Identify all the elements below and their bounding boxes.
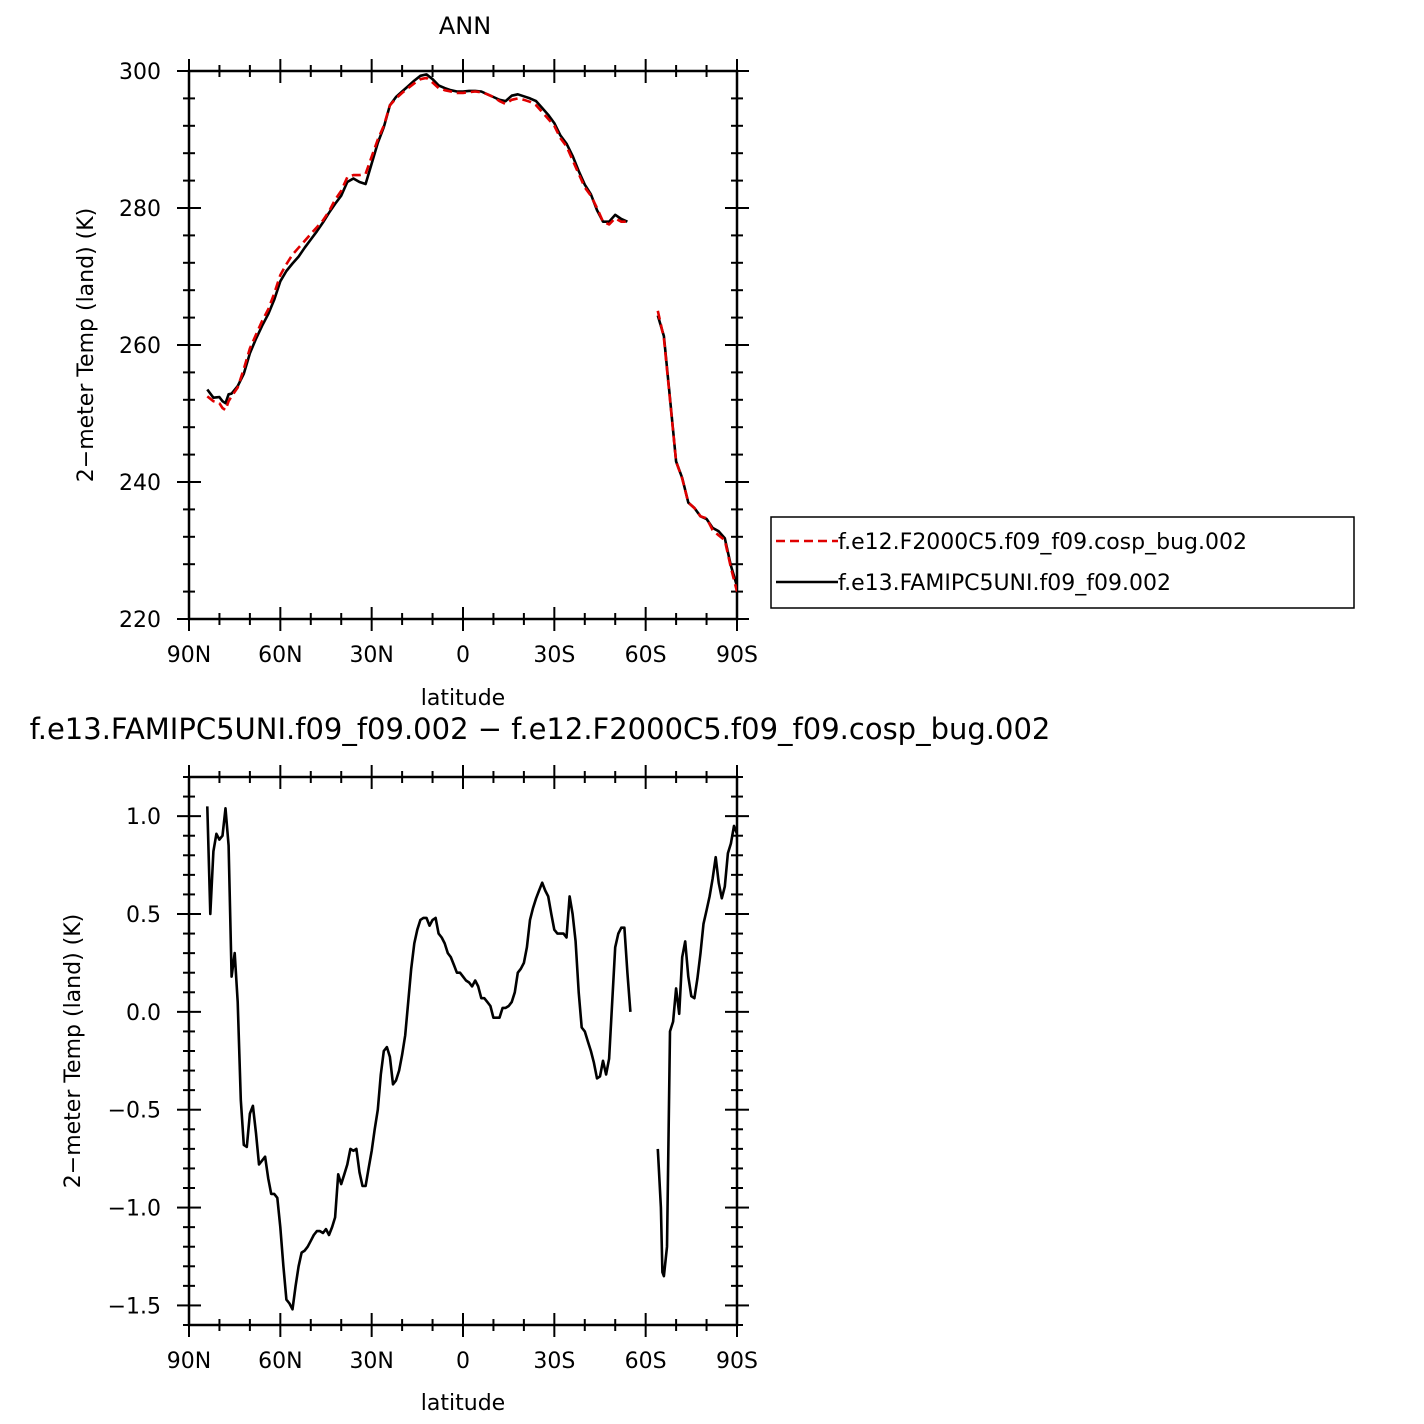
y-tick-label: 260	[119, 334, 161, 359]
x-tick-label: 60S	[625, 1349, 667, 1374]
lower-chart-y-axis-label: 2−meter Temp (land) (K)	[61, 914, 86, 1188]
series-line-1-segment-1	[206, 806, 632, 1311]
x-tick-label: 0	[456, 643, 470, 668]
y-tick-label: 0.5	[126, 903, 161, 928]
legend: f.e12.F2000C5.f09_f09.cosp_bug.002 f.e13…	[770, 516, 1355, 609]
upper-chart-y-axis-label: 2−meter Temp (land) (K)	[74, 208, 99, 482]
series-line-1-segment-2	[656, 310, 737, 592]
plot-frame	[187, 69, 739, 621]
y-tick-label: 240	[119, 471, 161, 496]
legend-label-series-1: f.e12.F2000C5.f09_f09.cosp_bug.002	[838, 530, 1247, 555]
y-tick-label: 220	[119, 608, 161, 633]
series-line-1-segment-1	[206, 76, 628, 412]
x-tick-label: 30S	[533, 1349, 575, 1374]
upper-chart-panel: ANN 90N 60N 30N 0 30S 60S 90S 220 240 260 280 300 l…	[74, 12, 1355, 711]
lower-chart-panel: f.e13.FAMIPC5UNI.f09_f09.002 − f.e12.F20…	[30, 712, 1051, 1416]
lower-chart-x-axis-label: latitude	[421, 1391, 505, 1416]
y-tick-label: −1.5	[108, 1294, 161, 1319]
series-line-2-segment-1	[206, 73, 628, 405]
x-tick-label: 90N	[167, 643, 211, 668]
y-tick-label: 0.0	[126, 1001, 161, 1026]
plot-frame	[187, 775, 739, 1327]
y-tick-label: 280	[119, 197, 161, 222]
series-line-1-segment-2	[656, 824, 737, 1278]
legend-label-series-2: f.e13.FAMIPC5UNI.f09_f09.002	[838, 571, 1171, 596]
y-tick-label: −1.0	[108, 1197, 161, 1222]
y-tick-label: 300	[119, 60, 161, 85]
upper-chart-plot-area: 90N 60N 30N 0 30S 60S 90S 220 240 260 280 300	[119, 59, 758, 668]
x-tick-label: 0	[456, 1349, 470, 1374]
lower-chart-title: f.e13.FAMIPC5UNI.f09_f09.002 − f.e12.F20…	[30, 712, 1051, 746]
x-tick-label: 30N	[349, 643, 393, 668]
x-tick-label: 90N	[167, 1349, 211, 1374]
x-tick-label: 60N	[258, 643, 302, 668]
upper-chart-x-axis-label: latitude	[421, 686, 505, 711]
x-tick-label: 30N	[349, 1349, 393, 1374]
upper-chart-title: ANN	[439, 12, 491, 40]
x-tick-label: 60S	[625, 643, 667, 668]
x-tick-label: 90S	[716, 643, 758, 668]
x-tick-label: 60N	[258, 1349, 302, 1374]
x-tick-label: 90S	[716, 1349, 758, 1374]
x-tick-label: 30S	[533, 643, 575, 668]
y-tick-label: 1.0	[126, 805, 161, 830]
y-tick-label: −0.5	[108, 1099, 161, 1124]
lower-chart-plot-area: 90N 60N 30N 0 30S 60S 90S 1.0 0.5 0.0 −0.5 −1.0 −1.5	[108, 765, 758, 1374]
legend-box	[770, 516, 1355, 609]
